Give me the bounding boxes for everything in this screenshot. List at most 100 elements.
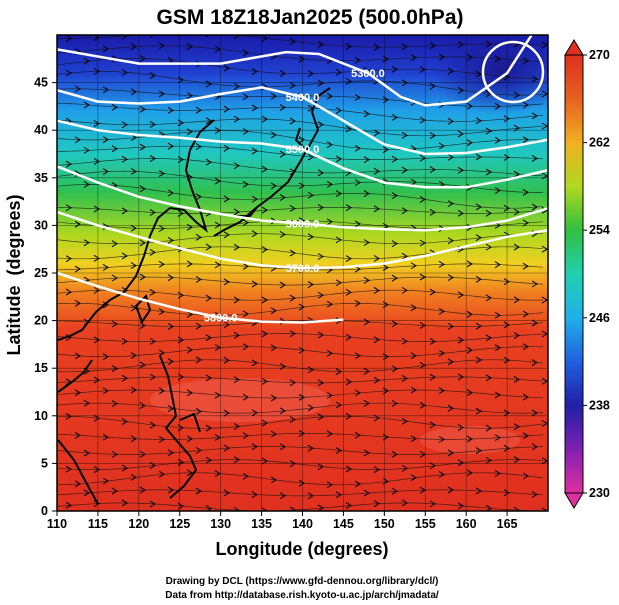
wind-arrow — [233, 208, 240, 216]
x-tick-label: 140 — [292, 517, 313, 531]
wind-arrow — [475, 407, 482, 415]
y-tick-label: 20 — [34, 314, 48, 328]
wind-arrow — [83, 239, 90, 247]
wind-arrow — [317, 463, 324, 471]
wind-arrow — [307, 191, 314, 199]
wind-arrow — [242, 310, 249, 318]
wind-arrow — [102, 168, 109, 175]
wind-arrow — [93, 466, 100, 473]
wind-arrow — [74, 480, 81, 488]
wind-arrow — [503, 115, 510, 123]
wind-arrow — [158, 225, 165, 232]
wind-arrow — [167, 405, 174, 413]
wind-arrow — [195, 487, 202, 495]
wind-arrow — [363, 449, 370, 457]
wind-arrow — [485, 168, 492, 176]
wind-arrow — [233, 115, 240, 123]
wind-arrow — [205, 80, 212, 88]
wind-arrow — [345, 502, 352, 509]
wind-arrow — [513, 376, 520, 383]
wind-arrow — [279, 150, 286, 158]
wind-arrow — [466, 139, 473, 147]
wind-arrow — [214, 127, 221, 134]
wind-arrow — [74, 265, 81, 273]
wind-arrow — [494, 55, 501, 63]
wind-arrow — [130, 43, 137, 51]
wind-arrow — [242, 472, 249, 480]
wind-arrow — [111, 320, 118, 328]
wind-arrow — [401, 79, 408, 87]
wind-arrow — [457, 130, 464, 138]
wind-arrow — [270, 476, 277, 484]
wind-arrow — [298, 479, 305, 487]
y-tick-label: 15 — [34, 361, 48, 375]
wind-arrow — [251, 443, 258, 451]
wind-arrow — [121, 499, 128, 507]
wind-arrow — [186, 346, 193, 354]
wind-arrow — [326, 430, 333, 438]
wind-arrow — [130, 352, 137, 359]
wind-arrow — [345, 77, 352, 85]
wind-arrow — [242, 219, 249, 227]
wind-arrow — [410, 386, 417, 394]
streamline — [57, 58, 544, 80]
wind-arrow — [373, 376, 380, 384]
wind-arrow — [289, 38, 296, 45]
wind-arrow — [289, 416, 296, 423]
y-axis-label: Latitude (degrees) — [4, 194, 24, 355]
wind-arrow — [363, 367, 370, 375]
wind-arrow — [167, 486, 174, 494]
wind-arrow — [522, 101, 529, 109]
wind-arrow — [223, 144, 230, 152]
wind-arrow — [317, 291, 324, 299]
wind-arrow — [447, 200, 454, 208]
wind-arrow — [289, 294, 296, 302]
wind-arrow — [251, 409, 258, 417]
wind-arrow — [391, 155, 398, 163]
wind-arrow — [261, 330, 268, 338]
streamline — [57, 433, 544, 440]
wind-arrow — [130, 473, 137, 481]
contour-line — [57, 165, 548, 232]
colorbar-tick-label: 230 — [589, 486, 610, 500]
wind-arrow — [326, 391, 333, 399]
wind-arrow — [531, 75, 538, 83]
x-tick-label: 120 — [128, 517, 149, 531]
wind-arrow — [391, 65, 398, 73]
wind-arrow — [214, 470, 221, 478]
wind-arrow — [251, 195, 258, 203]
wind-arrow — [419, 116, 426, 124]
streamline — [57, 45, 544, 63]
y-tick-label: 40 — [34, 123, 48, 137]
wind-arrow — [401, 252, 408, 260]
wind-arrow — [139, 273, 146, 281]
wind-arrow — [223, 105, 230, 113]
wind-arrow — [335, 68, 342, 76]
wind-arrow — [195, 356, 202, 364]
wind-arrow — [65, 69, 72, 77]
wind-arrow — [242, 343, 249, 351]
wind-arrow — [522, 188, 529, 196]
wind-arrow — [522, 57, 529, 65]
wind-arrow — [214, 221, 221, 229]
wind-arrow — [522, 310, 529, 318]
coastlines — [57, 87, 331, 505]
wind-arrow — [93, 205, 100, 213]
colorbar-tick-label: 262 — [589, 136, 610, 150]
wind-arrow — [513, 124, 520, 132]
wind-arrow — [410, 435, 417, 443]
wind-arrow — [447, 404, 454, 412]
wind-arrow — [429, 82, 436, 90]
wind-arrow — [233, 82, 240, 90]
wind-arrow — [485, 294, 492, 302]
wind-arrow — [317, 204, 324, 211]
wind-arrow — [130, 134, 137, 142]
colorbar: 270 262 254 246 238 230 — [564, 39, 610, 509]
wind-arrow — [513, 296, 520, 304]
wind-arrow — [289, 460, 296, 468]
wind-arrow — [307, 366, 314, 374]
streamline — [57, 102, 544, 122]
wind-arrow — [531, 443, 538, 451]
wind-arrow — [214, 261, 221, 269]
y-tick-label: 25 — [34, 266, 48, 280]
